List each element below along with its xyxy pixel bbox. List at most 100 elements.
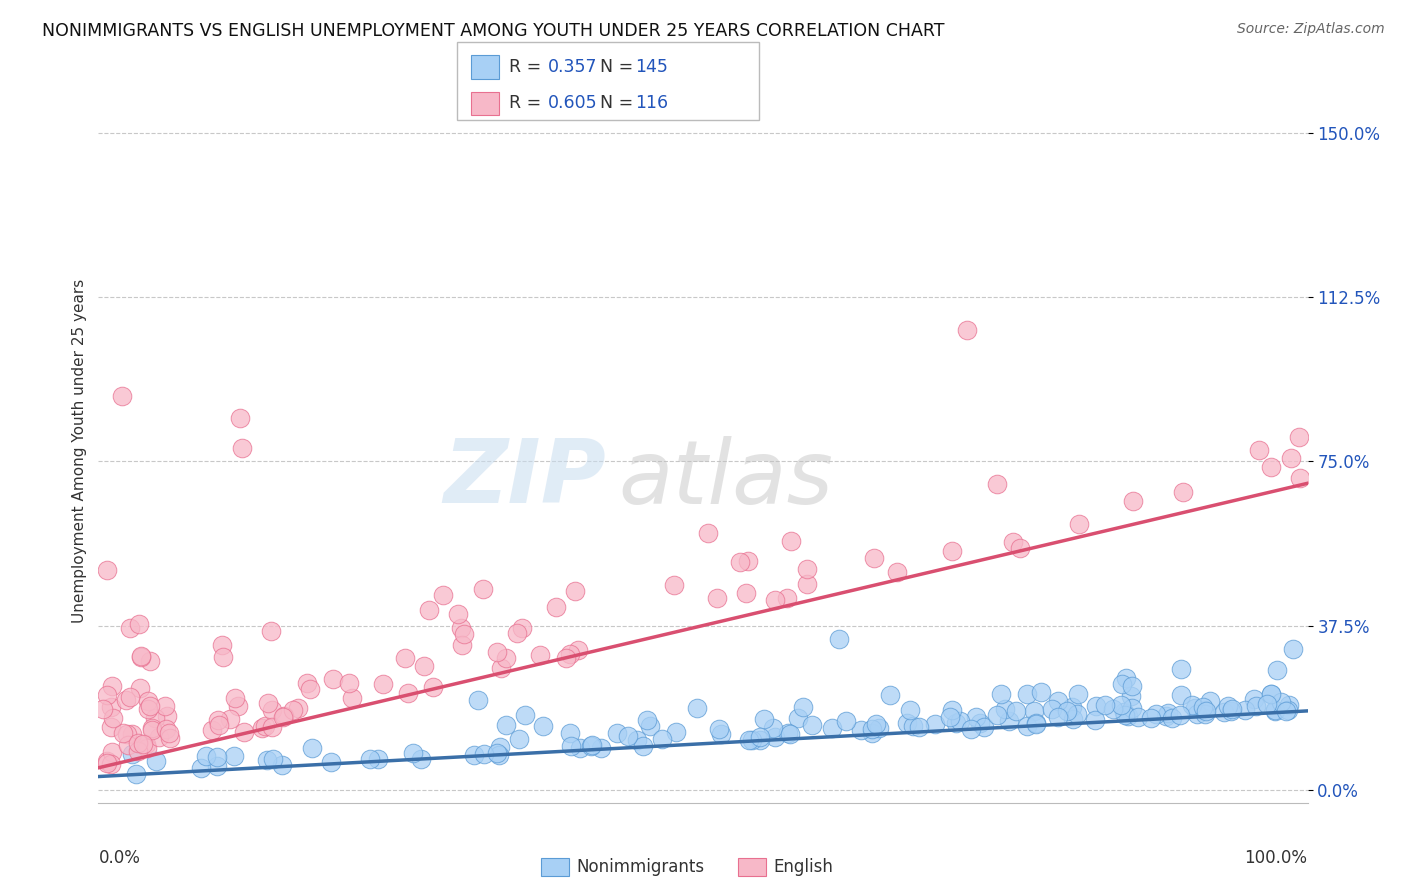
- Point: [450, 621, 472, 635]
- Point: [1278, 698, 1301, 712]
- Point: [560, 726, 582, 740]
- Point: [990, 687, 1012, 701]
- Point: [1270, 695, 1292, 709]
- Text: R =: R =: [509, 95, 547, 112]
- Text: 0.605: 0.605: [548, 95, 598, 112]
- Point: [128, 681, 150, 695]
- Point: [901, 719, 924, 733]
- Point: [998, 714, 1021, 728]
- Point: [631, 739, 654, 753]
- Point: [697, 525, 720, 540]
- Point: [1005, 704, 1028, 718]
- Point: [973, 720, 995, 734]
- Point: [1275, 704, 1298, 718]
- Point: [273, 710, 295, 724]
- Point: [1025, 717, 1047, 731]
- Point: [155, 722, 177, 736]
- Point: [1170, 662, 1192, 676]
- Point: [662, 578, 685, 592]
- Point: [569, 740, 592, 755]
- Point: [205, 750, 228, 764]
- Point: [128, 616, 150, 631]
- Point: [616, 730, 638, 744]
- Point: [1121, 679, 1143, 693]
- Point: [1184, 700, 1206, 714]
- Text: 100.0%: 100.0%: [1244, 848, 1308, 867]
- Point: [413, 659, 436, 673]
- Point: [224, 748, 246, 763]
- Point: [879, 688, 901, 702]
- Point: [489, 661, 512, 675]
- Point: [1109, 698, 1132, 712]
- Point: [1264, 703, 1286, 717]
- Point: [451, 638, 474, 652]
- Point: [256, 753, 278, 767]
- Point: [281, 703, 304, 717]
- Point: [485, 645, 508, 659]
- Text: R =: R =: [509, 58, 547, 76]
- Point: [513, 707, 536, 722]
- Point: [1185, 707, 1208, 722]
- Point: [1244, 699, 1267, 714]
- Point: [1212, 705, 1234, 719]
- Point: [101, 711, 124, 725]
- Point: [100, 756, 122, 771]
- Point: [1084, 713, 1107, 727]
- Point: [945, 715, 967, 730]
- Point: [1260, 459, 1282, 474]
- Point: [211, 638, 233, 652]
- Point: [447, 607, 470, 621]
- Point: [120, 621, 142, 635]
- Text: Source: ZipAtlas.com: Source: ZipAtlas.com: [1237, 22, 1385, 37]
- Point: [1195, 704, 1218, 718]
- Point: [100, 700, 122, 714]
- Point: [924, 716, 946, 731]
- Point: [1243, 691, 1265, 706]
- Point: [1157, 706, 1180, 720]
- Point: [741, 733, 763, 747]
- Point: [118, 690, 141, 705]
- Point: [396, 686, 419, 700]
- Point: [411, 752, 433, 766]
- Point: [896, 715, 918, 730]
- Text: 145: 145: [636, 58, 668, 76]
- Point: [1116, 709, 1139, 723]
- Point: [1094, 698, 1116, 712]
- Point: [1047, 710, 1070, 724]
- Point: [299, 682, 322, 697]
- Point: [780, 534, 803, 549]
- Point: [301, 741, 323, 756]
- Point: [886, 565, 908, 579]
- Point: [748, 733, 770, 747]
- Point: [232, 725, 254, 739]
- Point: [737, 554, 759, 568]
- Point: [273, 709, 295, 723]
- Point: [939, 710, 962, 724]
- Point: [1025, 716, 1047, 731]
- Point: [1066, 706, 1088, 721]
- Point: [707, 722, 730, 736]
- Point: [1282, 641, 1305, 656]
- Point: [1062, 712, 1084, 726]
- Point: [262, 720, 284, 734]
- Point: [224, 691, 246, 706]
- Point: [907, 720, 929, 734]
- Point: [1198, 693, 1220, 707]
- Point: [190, 761, 212, 775]
- Point: [127, 736, 149, 750]
- Point: [865, 716, 887, 731]
- Point: [1139, 710, 1161, 724]
- Point: [792, 700, 814, 714]
- Text: 0.357: 0.357: [548, 58, 598, 76]
- Point: [779, 726, 801, 740]
- Point: [763, 592, 786, 607]
- Point: [969, 716, 991, 731]
- Point: [201, 723, 224, 737]
- Point: [1260, 687, 1282, 701]
- Point: [471, 582, 494, 596]
- Point: [1156, 708, 1178, 723]
- Point: [1191, 700, 1213, 714]
- Point: [117, 738, 139, 752]
- Point: [626, 733, 648, 747]
- Point: [1119, 690, 1142, 704]
